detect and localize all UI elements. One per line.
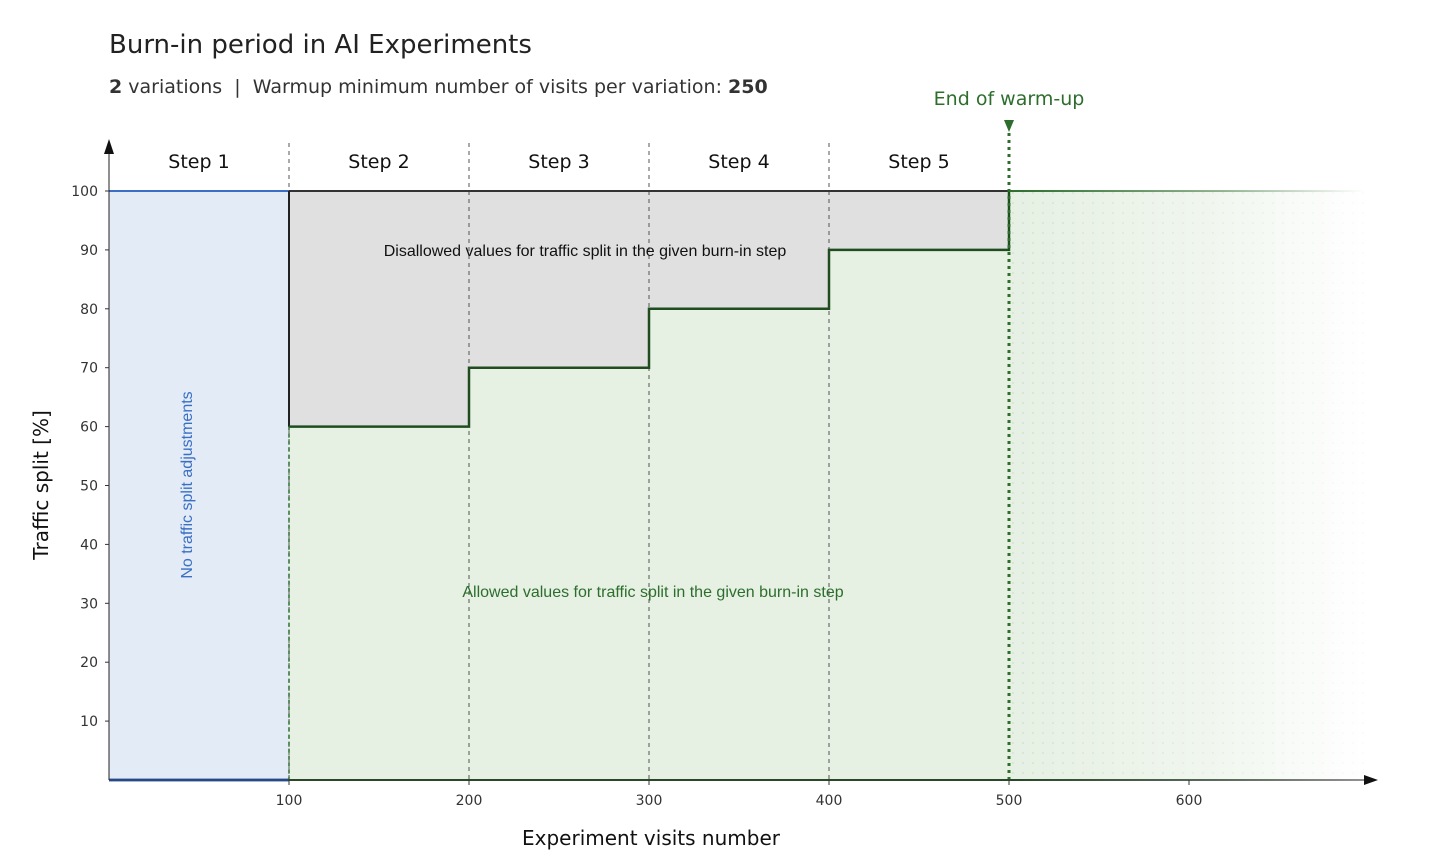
x-axis-title: Experiment visits number bbox=[522, 826, 781, 850]
chart-title: Burn-in period in AI Experiments bbox=[109, 30, 532, 60]
step-label-4: Step 4 bbox=[708, 151, 769, 173]
post-warmup-top-line bbox=[1009, 190, 1365, 192]
y-tick-label-70: 70 bbox=[80, 361, 98, 377]
allowed-region-5 bbox=[829, 249, 1009, 780]
y-tick-label-60: 60 bbox=[80, 420, 98, 436]
variations-count: 2 bbox=[109, 76, 123, 98]
no-adjustment-annotation: No traffic split adjustments bbox=[179, 391, 196, 578]
disallowed-region-3 bbox=[469, 191, 649, 368]
warmup-end-label: End of warm-up bbox=[934, 88, 1085, 110]
x-tick-label-300: 300 bbox=[636, 793, 663, 809]
max-split-staircase bbox=[289, 191, 1011, 428]
step-label-1: Step 1 bbox=[168, 151, 229, 173]
y-tick-label-100: 100 bbox=[71, 184, 98, 200]
warmup-end-marker bbox=[1004, 120, 1014, 132]
disallowed-region-4 bbox=[649, 191, 829, 309]
y-tick-label-10: 10 bbox=[80, 714, 98, 730]
step-label-5: Step 5 bbox=[888, 151, 949, 173]
allowed-region-3 bbox=[469, 367, 649, 780]
y-axis-title: Traffic split [%] bbox=[29, 410, 53, 560]
chart-subtitle: 2 variations | Warmup minimum number of … bbox=[109, 76, 768, 98]
y-tick-label-90: 90 bbox=[80, 243, 98, 259]
y-axis-arrow bbox=[104, 139, 114, 154]
y-tick-label-20: 20 bbox=[80, 655, 98, 671]
warmup-text: Warmup minimum number of visits per vari… bbox=[252, 76, 722, 98]
allowed-region-2 bbox=[289, 426, 469, 780]
warmup-value: 250 bbox=[728, 76, 768, 98]
x-tick-label-600: 600 bbox=[1176, 793, 1203, 809]
y-tick-label-80: 80 bbox=[80, 302, 98, 318]
y-tick-label-30: 30 bbox=[80, 596, 98, 612]
subtitle-separator: | bbox=[234, 76, 241, 98]
y-tick-label-40: 40 bbox=[80, 537, 98, 553]
step-label-2: Step 2 bbox=[348, 151, 409, 173]
y-tick-label-50: 50 bbox=[80, 479, 98, 495]
post-warmup-dots bbox=[1011, 191, 1365, 780]
disallowed-region-2 bbox=[289, 191, 469, 427]
disallowed-annotation: Disallowed values for traffic split in t… bbox=[384, 243, 787, 260]
no-adjustment-region bbox=[109, 191, 289, 780]
allowed-annotation: Allowed values for traffic split in the … bbox=[462, 584, 843, 601]
x-tick-label-500: 500 bbox=[996, 793, 1023, 809]
x-tick-label-400: 400 bbox=[816, 793, 843, 809]
step-label-3: Step 3 bbox=[528, 151, 589, 173]
disallowed-region-5 bbox=[829, 191, 1009, 250]
x-tick-label-200: 200 bbox=[456, 793, 483, 809]
variations-text: variations bbox=[128, 76, 223, 98]
allowed-region-4 bbox=[649, 308, 829, 780]
x-tick-label-100: 100 bbox=[276, 793, 303, 809]
x-axis-arrow bbox=[1364, 775, 1378, 785]
